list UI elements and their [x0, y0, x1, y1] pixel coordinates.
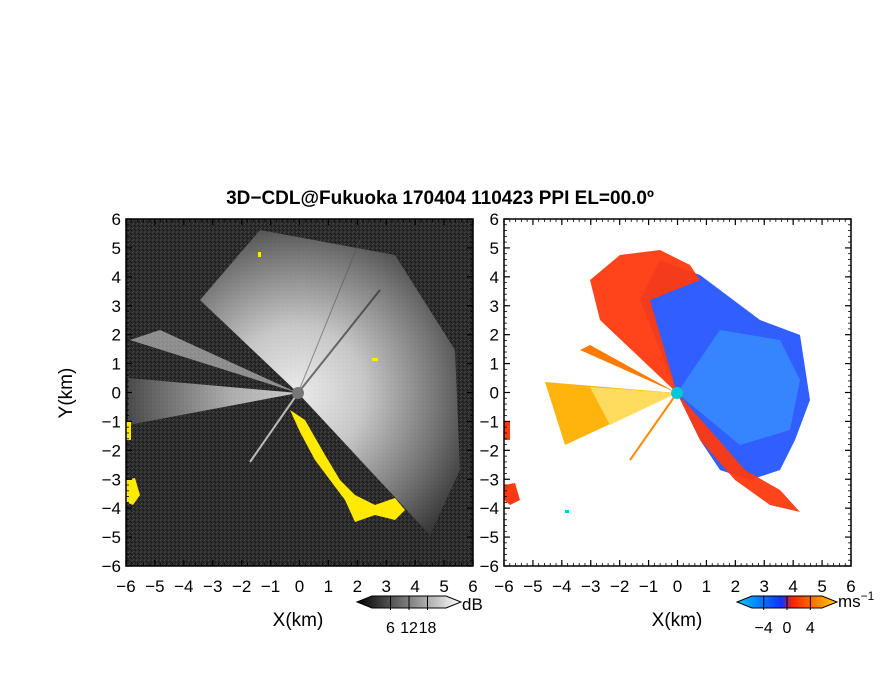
- y-tick-label: −6: [102, 557, 121, 576]
- colorbar-tick-label: 12: [400, 620, 418, 637]
- y-tick-label: −5: [480, 528, 499, 547]
- y-tick-label: −2: [480, 441, 499, 460]
- right-field: [504, 250, 810, 513]
- y-tick-label: 1: [490, 355, 499, 374]
- y-tick-label: −1: [480, 412, 499, 431]
- y-tick-label: 2: [112, 326, 121, 345]
- x-tick-label: 6: [468, 577, 477, 596]
- x-tick-label: −1: [639, 577, 658, 596]
- right-red-south: [677, 393, 800, 512]
- x-tick-label: 5: [439, 577, 448, 596]
- y-tick-label: 6: [112, 210, 121, 229]
- y-tick-label: −1: [102, 412, 121, 431]
- x-tick-label: −2: [610, 577, 629, 596]
- x-tick-label: 5: [817, 577, 826, 596]
- x-tick-label: −6: [494, 577, 513, 596]
- x-tick-label: −3: [203, 577, 222, 596]
- right-red-patch-w2: [504, 422, 510, 440]
- left-echo-nw-beam: [130, 330, 298, 393]
- colorbar-tick-label: 18: [419, 620, 437, 637]
- y-tick-label: −4: [480, 499, 499, 518]
- y-tick-label: 3: [112, 297, 121, 316]
- x-tick-label: 1: [702, 577, 711, 596]
- left-xlabel: X(km): [273, 610, 324, 631]
- y-tick-label: 2: [490, 326, 499, 345]
- left-radar-site: [292, 387, 304, 399]
- y-tick-label: −5: [102, 528, 121, 547]
- left-colorbar-unit: dB: [462, 595, 483, 614]
- y-tick-label: 5: [490, 239, 499, 258]
- x-tick-label: −1: [261, 577, 280, 596]
- y-tick-label: −3: [480, 470, 499, 489]
- x-tick-label: 3: [382, 577, 391, 596]
- x-tick-label: 3: [760, 577, 769, 596]
- x-tick-label: −5: [523, 577, 542, 596]
- y-tick-label: 0: [490, 384, 499, 403]
- x-tick-label: 2: [353, 577, 362, 596]
- y-tick-label: 3: [490, 297, 499, 316]
- left-yellow-band: [290, 410, 405, 522]
- colorbar-tick-label: 6: [386, 620, 395, 637]
- x-tick-label: −2: [232, 577, 251, 596]
- right-xlabel: X(km): [652, 610, 703, 631]
- left-echo-west-beam: [128, 378, 298, 425]
- y-tick-label: 0: [112, 384, 121, 403]
- colorbar-tick-label: 4: [806, 620, 815, 637]
- x-tick-label: −3: [581, 577, 600, 596]
- left-yellow-patch-w: [126, 478, 140, 505]
- x-tick-label: 4: [410, 577, 419, 596]
- y-tick-label: −3: [102, 470, 121, 489]
- right-colorbar-unit: ms−1: [838, 589, 875, 611]
- x-tick-label: 0: [295, 577, 304, 596]
- y-tick-label: 5: [112, 239, 121, 258]
- x-tick-label: −6: [116, 577, 135, 596]
- left-colorbar: 6 12 18 dB: [355, 595, 483, 637]
- y-tick-label: −6: [480, 557, 499, 576]
- y-tick-label: 4: [112, 268, 121, 287]
- x-tick-label: −5: [145, 577, 164, 596]
- y-tick-label: 4: [490, 268, 499, 287]
- right-radar-site: [671, 387, 683, 399]
- colorbar-tick-label: −4: [755, 620, 773, 637]
- right-red-north: [590, 250, 700, 393]
- x-tick-label: 6: [846, 577, 855, 596]
- figure-title: 3D−CDL@Fukuoka 170404 110423 PPI EL=00.0…: [226, 188, 654, 209]
- x-tick-label: −4: [552, 577, 571, 596]
- x-tick-label: 0: [673, 577, 682, 596]
- x-tick-label: 1: [324, 577, 333, 596]
- right-orange-west-sector-inner: [590, 387, 677, 425]
- left-ylabel: Y(km): [56, 368, 77, 419]
- left-echo-sector: [200, 230, 460, 535]
- right-red-patch-w: [504, 483, 520, 505]
- y-tick-label: 1: [112, 355, 121, 374]
- left-yellow-patch-w2: [126, 422, 131, 440]
- y-tick-label: 6: [490, 210, 499, 229]
- x-tick-label: 4: [788, 577, 797, 596]
- right-blue-light: [677, 330, 800, 445]
- right-colorbar: −4 0 4 ms−1: [735, 589, 875, 637]
- colorbar-tick-label: 0: [783, 620, 792, 637]
- y-tick-label: −2: [102, 441, 121, 460]
- x-tick-label: −4: [174, 577, 193, 596]
- left-field: [126, 230, 460, 535]
- right-orange-nw-beam: [580, 345, 677, 393]
- y-tick-label: −4: [102, 499, 121, 518]
- x-tick-label: 2: [731, 577, 740, 596]
